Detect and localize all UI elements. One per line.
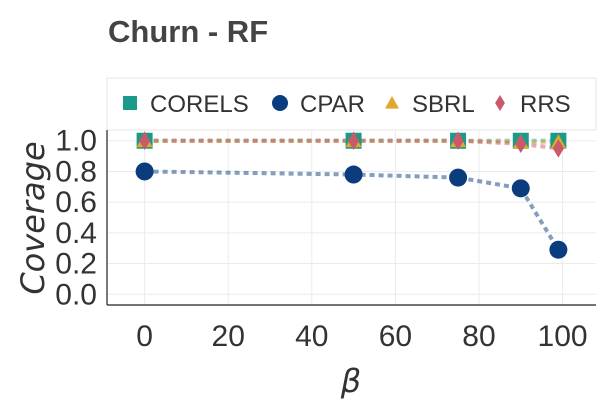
data-point-rrs (139, 131, 151, 150)
data-points (135, 131, 568, 259)
tick-labels: 0 20 40 60 80 100 0.00.20.40.60.81.0 (55, 125, 587, 353)
data-point-rrs (452, 131, 464, 150)
legend-marker-cpar (272, 95, 288, 111)
data-point-cpar (135, 162, 154, 181)
legend-marker-sbrl (385, 96, 399, 109)
series-lines (144, 138, 561, 251)
x-tick-label: 20 (212, 320, 245, 353)
data-point-rrs (347, 131, 360, 150)
legend-label-corels: CORELS (150, 91, 249, 118)
legend: CORELS CPAR SBRL RRS (106, 77, 597, 131)
data-point-rrs (552, 139, 564, 158)
x-tick-label: 100 (538, 320, 588, 353)
legend-label-sbrl: SBRL (412, 91, 475, 118)
x-axis-label: β (340, 362, 361, 400)
data-point-cpar (511, 179, 530, 198)
y-axis-label: Coverage (14, 141, 52, 294)
chart-title: Churn - RF (108, 14, 269, 49)
x-tick-label: 80 (462, 320, 495, 353)
y-tick-label: 1.0 (55, 125, 97, 158)
legend-label-cpar: CPAR (300, 91, 365, 118)
y-tick-label: 0.2 (55, 248, 97, 281)
axes (106, 130, 596, 306)
y-tick-label: 0.4 (55, 217, 97, 250)
x-tick-label: 0 (136, 320, 153, 353)
x-tick-label: 60 (379, 320, 412, 353)
data-point-cpar (449, 168, 468, 187)
legend-marker-corels (123, 96, 137, 110)
data-point-rrs (515, 134, 527, 154)
data-point-cpar (549, 240, 568, 259)
legend-box (106, 77, 597, 131)
y-tick-label: 0.0 (55, 278, 97, 311)
legend-marker-rrs (495, 94, 505, 112)
x-tick-label: 40 (295, 320, 328, 353)
series-line-rrs (144, 138, 559, 151)
grid (107, 130, 596, 305)
data-point-cpar (344, 165, 363, 184)
y-tick-label: 0.8 (55, 155, 97, 188)
y-tick-label: 0.6 (55, 186, 97, 219)
legend-label-rrs: RRS (520, 91, 571, 118)
series-line-cpar (144, 169, 561, 251)
